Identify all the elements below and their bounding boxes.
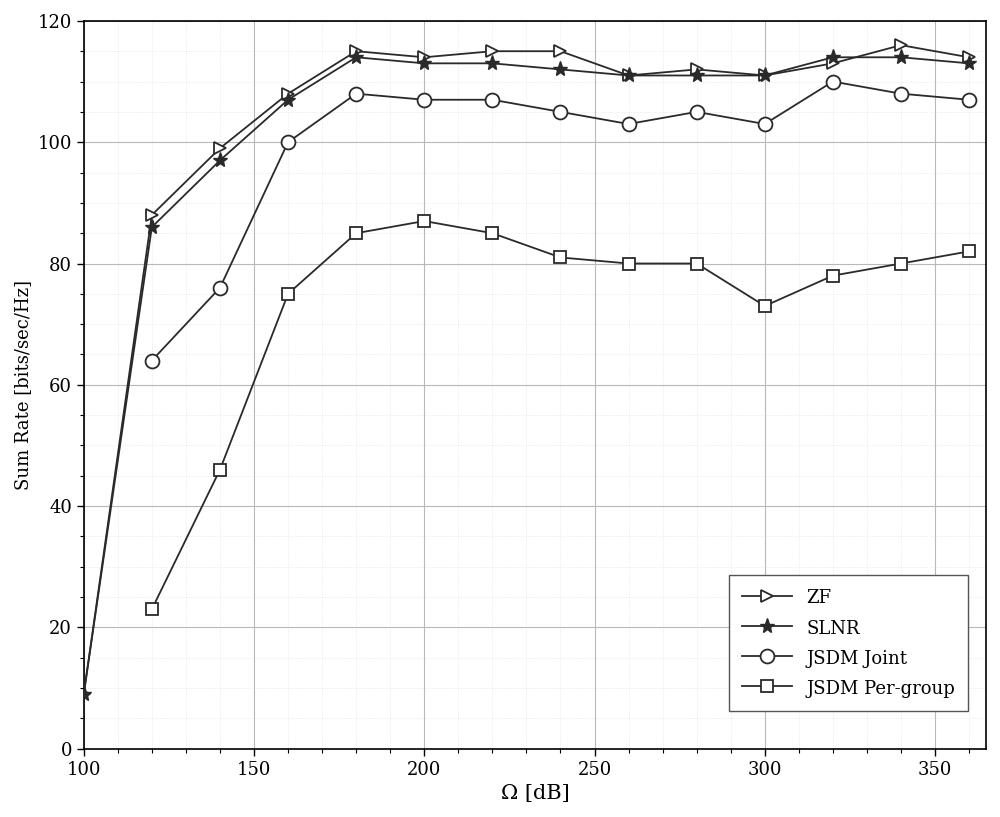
SLNR <box>963 59 975 69</box>
JSDM Per-group <box>486 228 498 238</box>
ZF <box>146 210 158 220</box>
SLNR <box>214 155 226 165</box>
SLNR <box>418 59 430 69</box>
JSDM Per-group <box>350 228 362 238</box>
ZF <box>759 70 771 80</box>
JSDM Per-group <box>146 605 158 614</box>
JSDM Joint <box>554 107 566 117</box>
JSDM Joint <box>691 107 703 117</box>
ZF <box>895 40 907 50</box>
JSDM Joint <box>623 119 635 129</box>
JSDM Per-group <box>418 217 430 226</box>
Line: JSDM Joint: JSDM Joint <box>145 74 976 368</box>
Y-axis label: Sum Rate [bits/sec/Hz]: Sum Rate [bits/sec/Hz] <box>14 279 32 490</box>
SLNR <box>623 70 635 80</box>
ZF <box>282 89 294 99</box>
X-axis label: Ω [dB]: Ω [dB] <box>501 784 569 803</box>
JSDM Joint <box>350 89 362 99</box>
JSDM Joint <box>486 95 498 105</box>
ZF <box>827 59 839 69</box>
JSDM Per-group <box>827 270 839 280</box>
Legend: ZF, SLNR, JSDM Joint, JSDM Per-group: ZF, SLNR, JSDM Joint, JSDM Per-group <box>729 575 968 711</box>
SLNR <box>759 70 771 80</box>
JSDM Per-group <box>554 252 566 262</box>
JSDM Per-group <box>963 247 975 257</box>
JSDM Per-group <box>691 259 703 269</box>
ZF <box>486 47 498 56</box>
JSDM Per-group <box>282 289 294 299</box>
JSDM Per-group <box>895 259 907 269</box>
JSDM Joint <box>827 77 839 87</box>
ZF <box>963 52 975 62</box>
SLNR <box>282 95 294 105</box>
JSDM Joint <box>759 119 771 129</box>
Line: ZF: ZF <box>77 39 975 700</box>
ZF <box>418 52 430 62</box>
JSDM Per-group <box>623 259 635 269</box>
ZF <box>623 70 635 80</box>
ZF <box>554 47 566 56</box>
ZF <box>691 65 703 74</box>
JSDM Per-group <box>214 465 226 475</box>
JSDM Joint <box>418 95 430 105</box>
JSDM Joint <box>282 137 294 147</box>
JSDM Joint <box>146 355 158 365</box>
SLNR <box>350 52 362 62</box>
SLNR <box>486 59 498 69</box>
SLNR <box>691 70 703 80</box>
Line: JSDM Per-group: JSDM Per-group <box>146 215 975 615</box>
ZF <box>78 690 90 699</box>
SLNR <box>827 52 839 62</box>
SLNR <box>146 222 158 232</box>
JSDM Per-group <box>759 301 771 311</box>
ZF <box>214 143 226 153</box>
SLNR <box>78 690 90 699</box>
SLNR <box>895 52 907 62</box>
ZF <box>350 47 362 56</box>
SLNR <box>554 65 566 74</box>
JSDM Joint <box>895 89 907 99</box>
JSDM Joint <box>214 283 226 292</box>
JSDM Joint <box>963 95 975 105</box>
Line: SLNR: SLNR <box>76 50 977 702</box>
